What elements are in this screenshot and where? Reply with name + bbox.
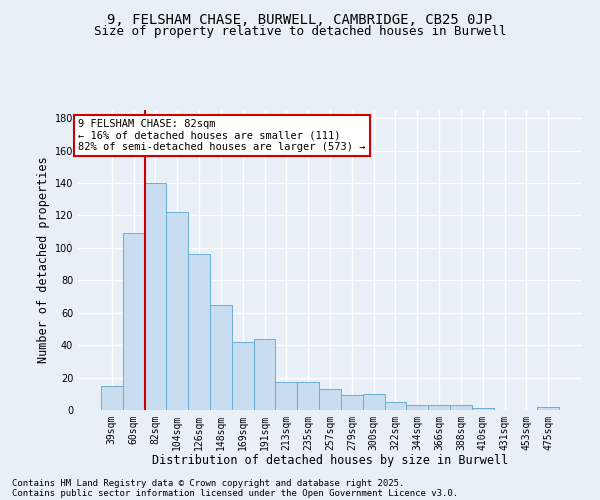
Text: 9 FELSHAM CHASE: 82sqm
← 16% of detached houses are smaller (111)
82% of semi-de: 9 FELSHAM CHASE: 82sqm ← 16% of detached… <box>78 119 365 152</box>
Bar <box>123 233 145 410</box>
Bar <box>406 405 428 410</box>
Text: Contains public sector information licensed under the Open Government Licence v3: Contains public sector information licen… <box>12 488 458 498</box>
Bar <box>145 183 166 410</box>
Bar <box>275 382 297 410</box>
Bar <box>210 304 232 410</box>
Bar <box>428 405 450 410</box>
Text: Size of property relative to detached houses in Burwell: Size of property relative to detached ho… <box>94 25 506 38</box>
Bar <box>537 407 559 410</box>
Bar <box>232 342 254 410</box>
Text: Contains HM Land Registry data © Crown copyright and database right 2025.: Contains HM Land Registry data © Crown c… <box>12 478 404 488</box>
Bar <box>297 382 319 410</box>
Bar <box>363 394 385 410</box>
Bar <box>166 212 188 410</box>
X-axis label: Distribution of detached houses by size in Burwell: Distribution of detached houses by size … <box>152 454 508 468</box>
Bar <box>385 402 406 410</box>
Bar <box>472 408 494 410</box>
Bar <box>101 386 123 410</box>
Bar <box>341 396 363 410</box>
Y-axis label: Number of detached properties: Number of detached properties <box>37 156 50 364</box>
Bar <box>450 405 472 410</box>
Bar <box>188 254 210 410</box>
Bar <box>319 389 341 410</box>
Bar <box>254 338 275 410</box>
Text: 9, FELSHAM CHASE, BURWELL, CAMBRIDGE, CB25 0JP: 9, FELSHAM CHASE, BURWELL, CAMBRIDGE, CB… <box>107 12 493 26</box>
